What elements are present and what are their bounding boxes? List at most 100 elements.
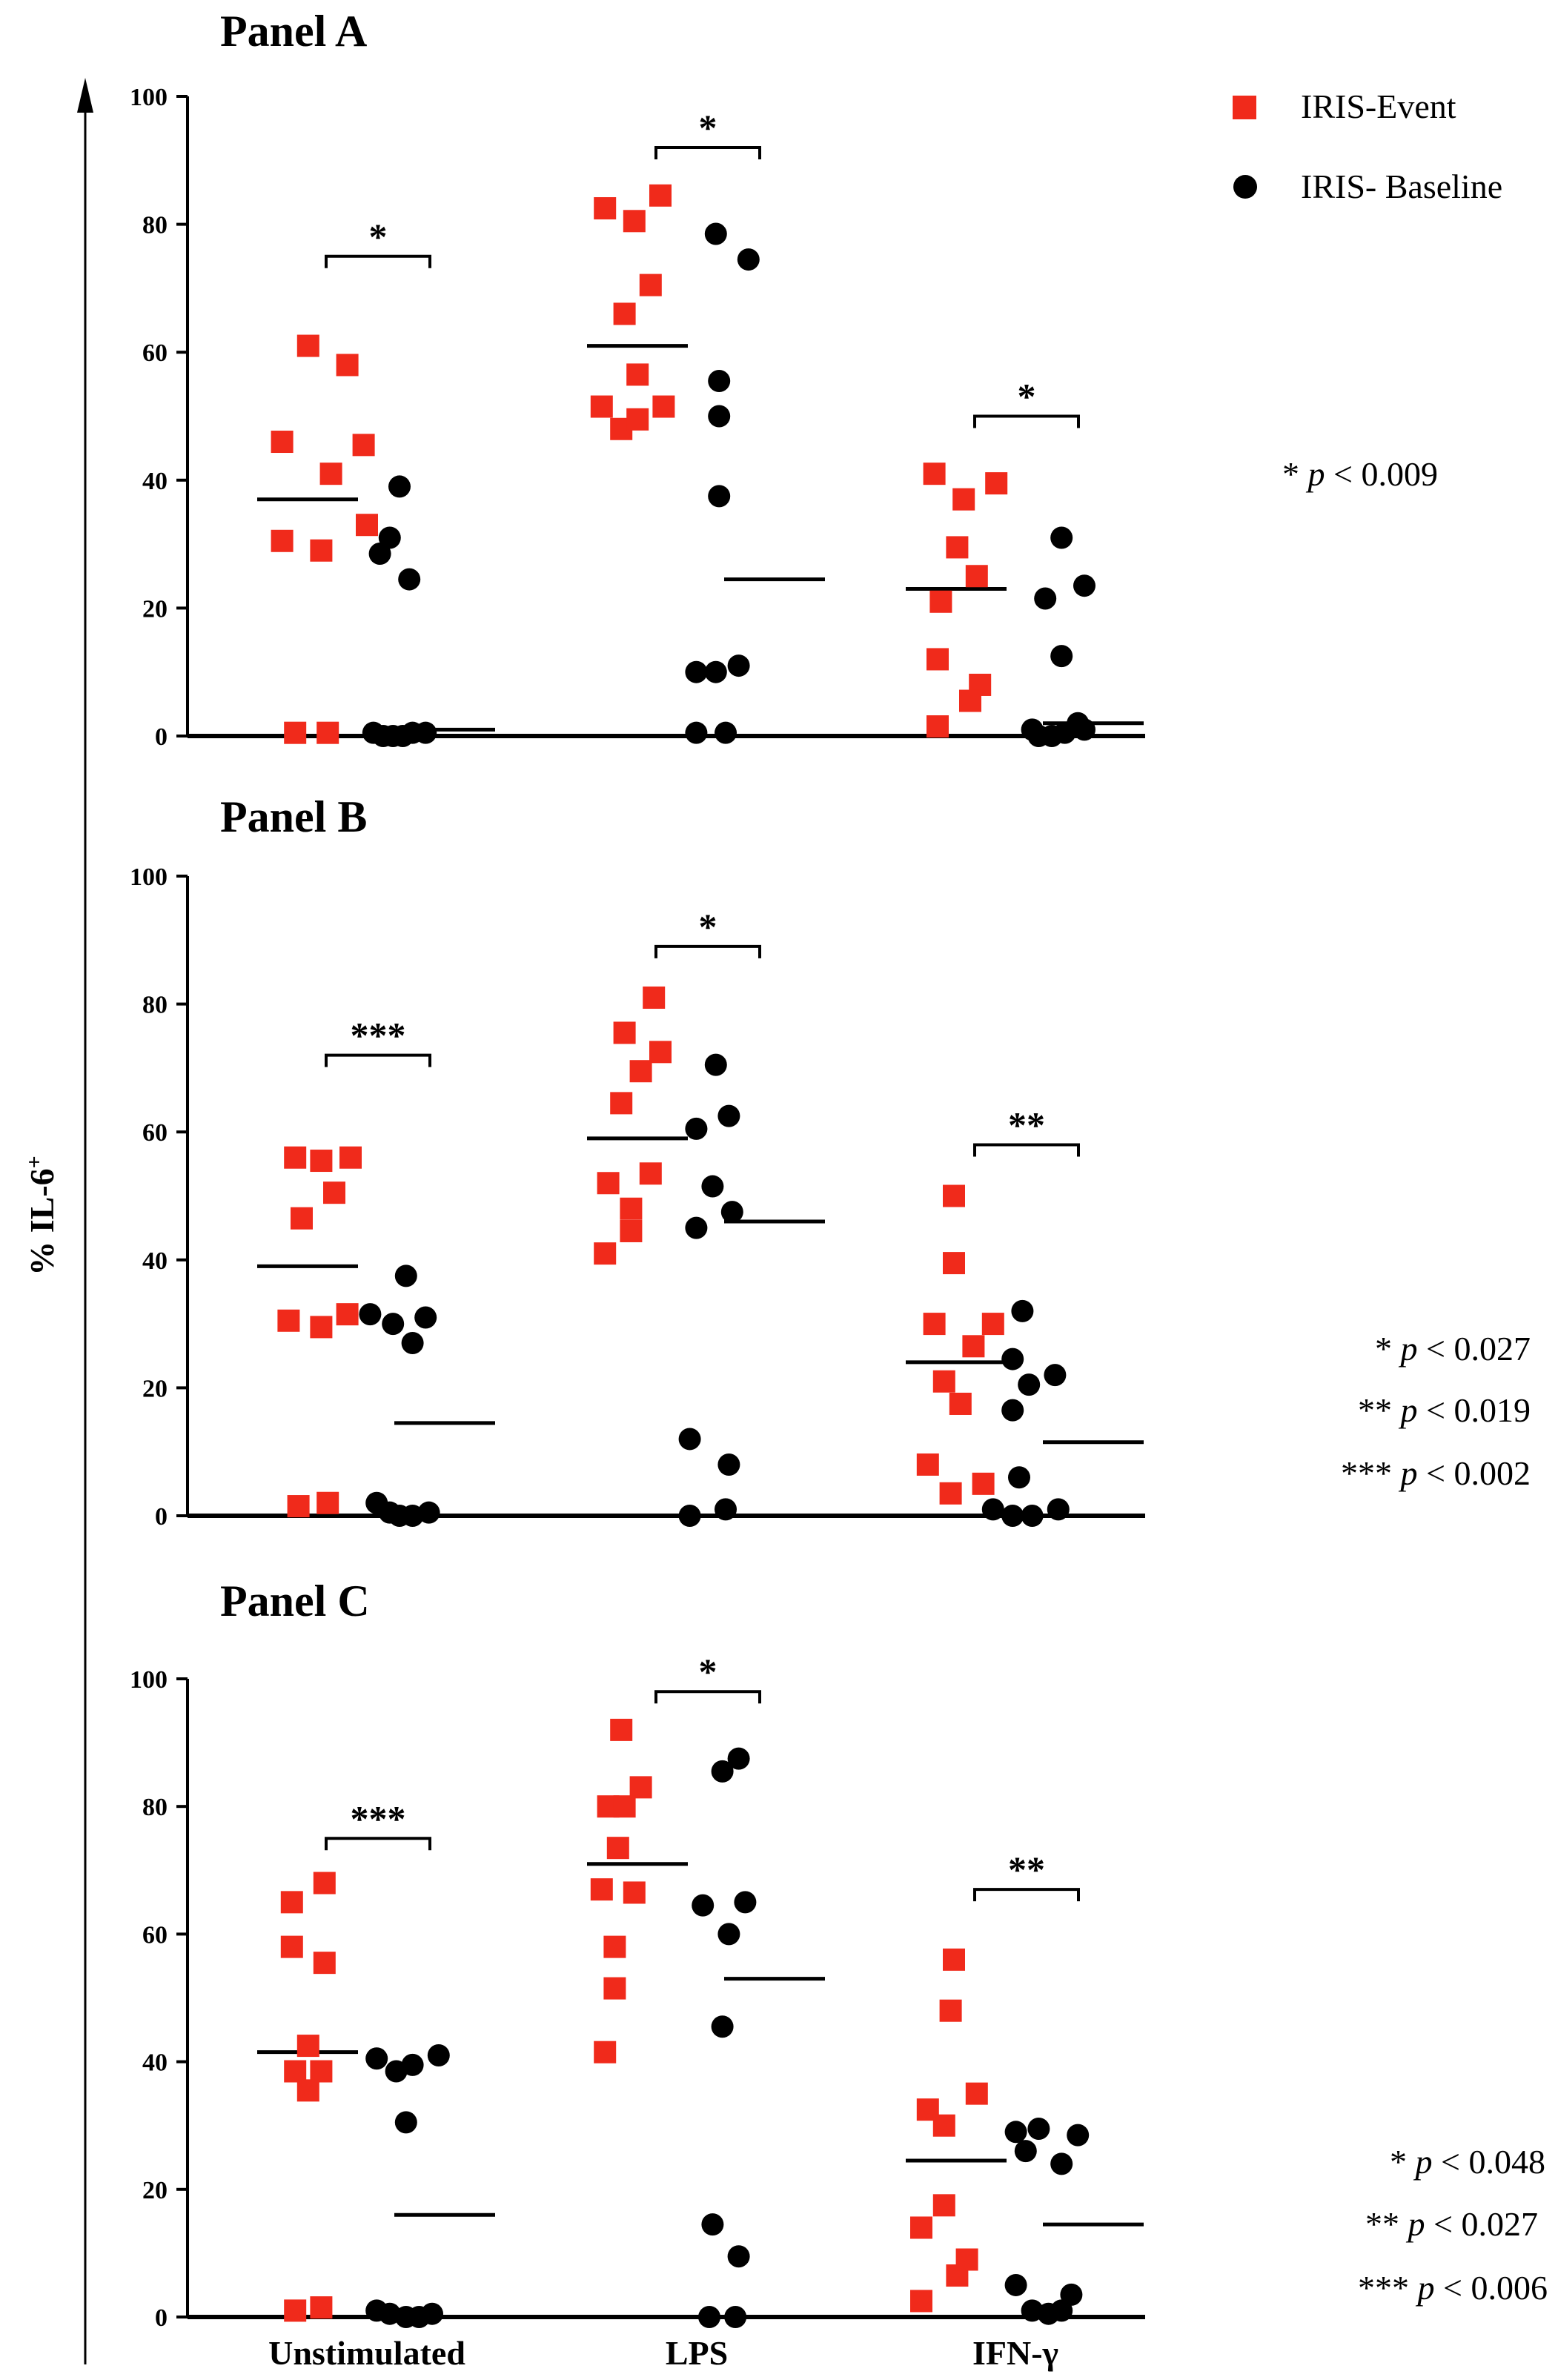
data-point-iris-event-23	[946, 536, 969, 559]
data-point-iris-event-11	[613, 1021, 636, 1044]
data-point-iris-baseline-3	[398, 568, 421, 591]
data-point-iris-event-11	[623, 210, 646, 233]
data-point-iris-baseline-15	[685, 1216, 708, 1239]
data-point-iris-event-14	[606, 1837, 629, 1860]
panel-c-y-ticks: 0 20 40 60 80 100	[130, 1666, 188, 2332]
data-point-iris-event-28	[959, 689, 981, 712]
data-point-iris-baseline-20	[1004, 2121, 1027, 2144]
data-point-iris-event-13	[629, 1060, 652, 1083]
data-point-iris-baseline-13	[708, 405, 731, 428]
data-point-iris-event-4	[296, 2035, 319, 2058]
legend: IRIS-Event IRIS- Baseline	[1233, 87, 1502, 205]
data-point-iris-baseline-17	[727, 654, 750, 677]
data-point-iris-event-21	[943, 1252, 965, 1275]
y-tick-label-100: 100	[130, 84, 168, 111]
significance-bracket-unstimulated-label: *	[369, 216, 388, 257]
data-point-iris-baseline-29	[1073, 718, 1095, 741]
significance-bracket-ifn	[973, 1888, 1080, 1902]
data-point-iris-event-22	[923, 1313, 946, 1336]
data-point-iris-baseline-2	[401, 2053, 424, 2076]
data-point-iris-baseline-12	[692, 1894, 715, 1917]
y-tick-label-20: 20	[142, 1375, 168, 1402]
data-point-iris-baseline-18	[685, 721, 708, 744]
panel-a-mean-lines	[257, 344, 1144, 732]
data-point-iris-event-7	[336, 354, 359, 377]
data-point-iris-event-10	[643, 986, 666, 1009]
y-tick-label-20: 20	[142, 2177, 168, 2204]
y-tick-label-100: 100	[130, 864, 168, 891]
panel-a-data-points	[271, 184, 1095, 747]
data-point-iris-event-11	[629, 1776, 652, 1799]
data-point-iris-event-18	[626, 408, 649, 431]
data-point-iris-event-26	[949, 1392, 972, 1415]
panel-b-pvalue-annotation-2: ** p < 0.019	[1358, 1391, 1531, 1429]
significance-bracket-unstimulated-label: ***	[351, 1015, 406, 1056]
data-point-iris-baseline-16	[701, 2213, 724, 2236]
y-tick-label-40: 40	[142, 1247, 168, 1275]
data-point-iris-event-3	[313, 1952, 336, 1975]
significance-bracket-lps-label: *	[699, 107, 717, 148]
y-tick-label-80: 80	[142, 212, 168, 239]
data-point-iris-baseline-20	[1011, 1299, 1034, 1322]
data-point-iris-event-21	[952, 488, 975, 511]
data-point-iris-event-10	[610, 1718, 633, 1741]
data-point-iris-baseline-9	[417, 1501, 440, 1524]
data-point-iris-baseline-4	[394, 2111, 417, 2134]
data-point-iris-event-2	[280, 1935, 303, 1958]
data-point-iris-event-8	[352, 434, 375, 457]
data-point-iris-event-17	[603, 1935, 626, 1958]
data-point-iris-event-21	[939, 1999, 962, 2022]
panel-c-title: Panel C	[220, 1577, 370, 1625]
data-point-iris-event-20	[943, 1184, 965, 1207]
data-point-iris-event-8	[287, 1495, 310, 1518]
panel-c-pvalue-annotation-1: * p < 0.048	[1390, 2143, 1545, 2181]
data-point-iris-baseline-12	[708, 370, 731, 393]
data-point-iris-baseline-26	[1060, 2283, 1083, 2306]
data-point-iris-event-29	[926, 715, 949, 738]
panel-b-data-points	[277, 986, 1070, 1527]
panel-b-significance-brackets: ******	[325, 906, 1080, 1157]
data-point-iris-event-9	[310, 2296, 333, 2319]
y-tick-label-60: 60	[142, 1119, 168, 1147]
data-point-iris-baseline-3	[414, 1306, 437, 1329]
data-point-iris-baseline-11	[717, 1104, 740, 1127]
data-point-iris-event-19	[594, 2041, 617, 2064]
data-point-iris-event-26	[926, 648, 949, 671]
data-point-iris-baseline-20	[1050, 526, 1073, 549]
panel-b-title: Panel B	[220, 792, 367, 841]
panel-a-significance-brackets: * * *	[325, 107, 1080, 428]
y-axis-arrow-head	[77, 78, 93, 113]
data-point-iris-baseline-1	[378, 526, 401, 549]
category-label-lps: LPS	[666, 2334, 728, 2372]
data-point-iris-baseline-25	[1008, 1466, 1030, 1489]
data-point-iris-event-9	[356, 514, 378, 537]
significance-bracket-lps-label: *	[699, 906, 717, 947]
data-point-iris-event-12	[649, 184, 672, 207]
y-tick-label-80: 80	[142, 992, 168, 1019]
significance-bracket-lps	[654, 1690, 761, 1704]
data-point-iris-baseline-27	[1001, 1505, 1024, 1527]
data-point-iris-baseline-22	[1034, 587, 1057, 610]
panel-a-title: Panel A	[220, 7, 367, 56]
data-point-iris-baseline-0	[365, 2047, 388, 2070]
panel-c-significance-brackets: ******	[325, 1651, 1080, 1902]
data-point-iris-baseline-24	[1001, 1399, 1024, 1422]
data-point-iris-event-0	[313, 1872, 336, 1895]
data-point-iris-event-27	[916, 1453, 939, 1476]
y-tick-label-0: 0	[155, 2304, 168, 2332]
data-point-iris-baseline-4	[401, 1331, 424, 1354]
data-point-iris-event-5	[284, 2060, 307, 2083]
data-point-iris-event-24	[965, 565, 988, 588]
data-point-iris-event-26	[932, 2194, 955, 2217]
data-point-iris-baseline-16	[678, 1428, 701, 1451]
data-point-iris-baseline-28	[1021, 1505, 1044, 1527]
significance-bracket-unstimulated	[325, 254, 431, 268]
data-point-iris-baseline-19	[724, 2306, 747, 2328]
data-point-iris-event-13	[613, 1795, 636, 1818]
data-point-iris-baseline-21	[1027, 2118, 1050, 2141]
data-point-iris-baseline-21	[1001, 1348, 1024, 1370]
legend-label-iris-event: IRIS-Event	[1301, 87, 1456, 125]
legend-marker-iris-event	[1233, 96, 1256, 119]
